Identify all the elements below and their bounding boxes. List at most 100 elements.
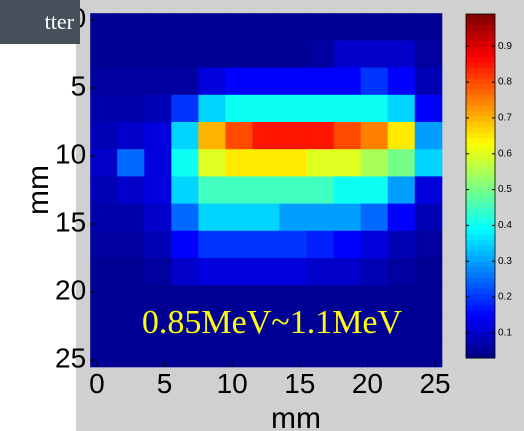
colorbar-segment: [466, 153, 495, 160]
heatmap-cell: [225, 67, 253, 96]
heatmap-cell: [279, 312, 308, 341]
heatmap-cell: [225, 176, 253, 205]
heatmap-cell: [171, 203, 199, 232]
colorbar-segment: [466, 40, 495, 47]
heatmap-cell: [252, 149, 281, 177]
colorbar-tick-label: 0.8: [498, 77, 512, 88]
heatmap-cell: [306, 149, 335, 177]
colorbar-segment: [466, 57, 495, 63]
heatmap-cell: [414, 176, 443, 205]
heatmap-cell: [333, 122, 362, 150]
heatmap-cell: [144, 176, 172, 205]
colorbar-segment: [466, 35, 495, 42]
heatmap-cell: [171, 122, 199, 150]
heatmap-cell: [333, 339, 362, 368]
heatmap-cell: [333, 258, 362, 286]
x-tick-label: 5: [157, 368, 173, 399]
colorbar-segment: [466, 148, 495, 155]
heatmap-cell: [279, 258, 308, 286]
heatmap-cell: [279, 339, 308, 368]
heatmap-cell: [387, 312, 416, 341]
heatmap-cell: [117, 13, 145, 41]
heatmap-cell: [198, 339, 226, 368]
colorbar-segment: [466, 164, 495, 171]
heatmap-cell: [333, 13, 362, 41]
heatmap-cell: [387, 67, 416, 96]
x-tick-label: 20: [352, 368, 383, 399]
heatmap-cell: [252, 13, 281, 41]
colorbar-segment: [466, 293, 495, 300]
heatmap-cell: [144, 67, 172, 96]
heatmap-cell: [90, 312, 118, 341]
heatmap-cell: [144, 312, 172, 341]
x-axis-label: mm: [271, 402, 321, 431]
heatmap-cell: [306, 312, 335, 341]
heatmap-cell: [387, 203, 416, 232]
heatmap-cell: [333, 285, 362, 313]
colorbar-segment: [466, 116, 495, 122]
heatmap-cell: [306, 176, 335, 205]
heatmap-cell: [306, 67, 335, 96]
colorbar-segment: [466, 223, 495, 230]
heatmap-cell: [279, 94, 308, 123]
heatmap-cell: [171, 312, 199, 341]
heatmap-cell: [90, 13, 118, 41]
colorbar-segment: [466, 298, 495, 305]
heatmap-cell: [360, 203, 389, 232]
colorbar-segment: [466, 288, 495, 294]
heatmap-cell: [171, 40, 199, 69]
colorbar-segment: [466, 218, 495, 225]
heatmap-cell: [414, 122, 443, 150]
heatmap-cell: [333, 230, 362, 259]
colorbar-tick-label: 0.9: [498, 41, 512, 52]
heatmap-cell: [90, 339, 118, 368]
colorbar-segment: [466, 143, 495, 149]
heatmap-cell: [306, 230, 335, 259]
heatmap-cell: [333, 149, 362, 177]
heatmap-cell: [387, 176, 416, 205]
heatmap-cell: [279, 67, 308, 96]
colorbar-segment: [466, 191, 495, 198]
colorbar-segment: [466, 94, 495, 101]
heatmap-cell: [144, 13, 172, 41]
heatmap-cell: [225, 285, 253, 313]
colorbar-segment: [466, 239, 495, 246]
heatmap-cell: [414, 13, 443, 41]
heatmap-cell: [333, 312, 362, 341]
heatmap-cell: [198, 149, 226, 177]
heatmap-cell: [171, 230, 199, 259]
heatmap-cell: [306, 13, 335, 41]
colorbar-segment: [466, 336, 495, 343]
heatmap-cell: [387, 285, 416, 313]
heatmap-cell: [144, 339, 172, 368]
colorbar-segment: [466, 169, 495, 176]
colorbar-segment: [466, 250, 495, 257]
heatmap-cell: [414, 203, 443, 232]
colorbar-segment: [466, 266, 495, 273]
heatmap-cell: [414, 312, 443, 341]
colorbar-segment: [466, 121, 495, 128]
heatmap-cell: [144, 94, 172, 123]
colorbar-segment: [466, 159, 495, 165]
y-axis-label: mm: [22, 165, 55, 215]
heatmap-cell: [306, 258, 335, 286]
heatmap-cell: [306, 94, 335, 123]
colorbar-frame: [465, 13, 496, 359]
heatmap-cell: [90, 203, 118, 232]
colorbar-segment: [466, 315, 495, 321]
colorbar-segment: [466, 126, 495, 133]
colorbar-segment: [466, 341, 495, 348]
heatmap-cell: [198, 258, 226, 286]
heatmap-cell: [171, 13, 199, 41]
colorbar-segment: [466, 320, 495, 327]
colorbar-segment: [466, 132, 495, 139]
heatmap-cell: [90, 258, 118, 286]
heatmap-cell: [252, 339, 281, 368]
heatmap-cell: [360, 67, 389, 96]
heatmap-cell: [306, 203, 335, 232]
heatmap-cell: [144, 122, 172, 150]
heatmap-cell: [117, 285, 145, 313]
heatmap-cell: [252, 230, 281, 259]
colorbar-segment: [466, 24, 495, 31]
colorbar-tick-label: 0.2: [498, 292, 512, 303]
